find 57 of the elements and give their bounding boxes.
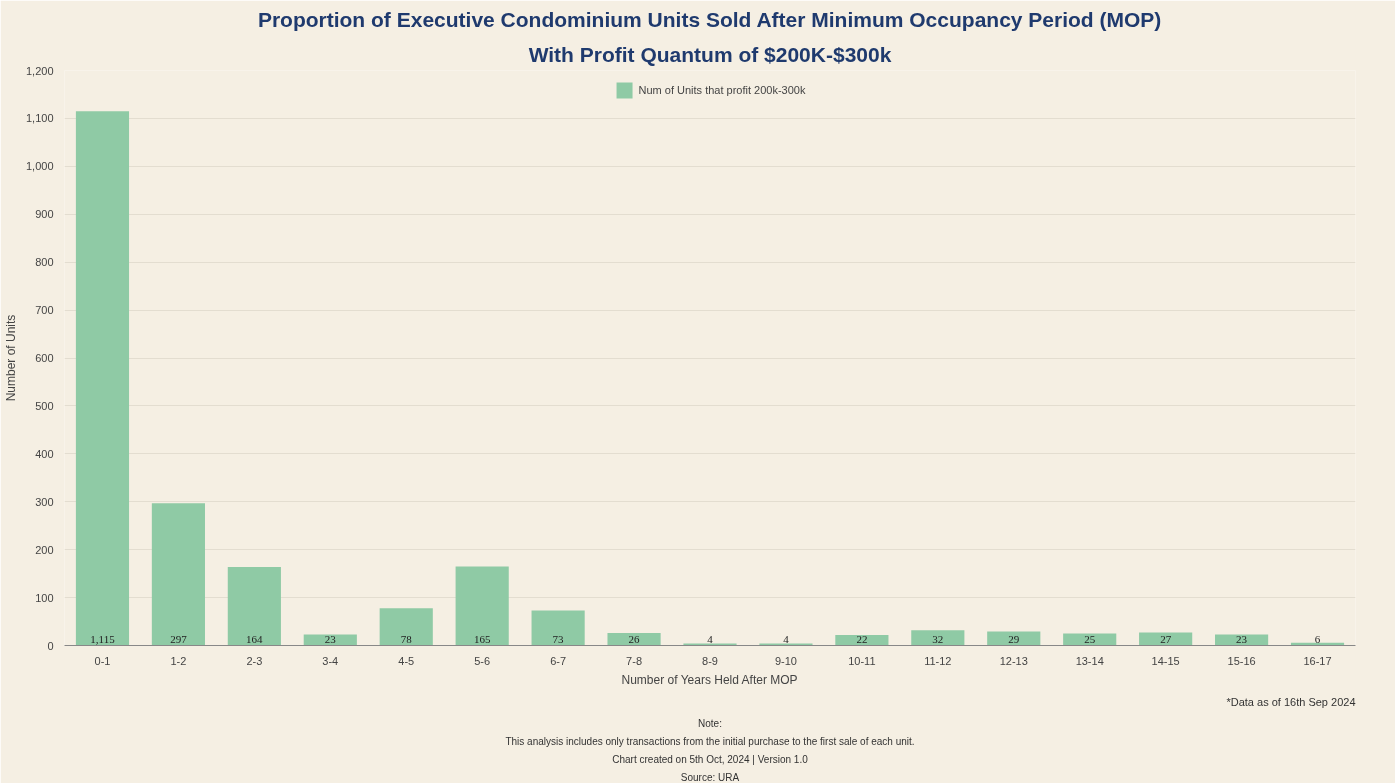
x-tick-label: 15-16 — [1227, 654, 1256, 667]
x-tick-label: 10-11 — [848, 654, 876, 667]
y-tick-label: 1,100 — [25, 112, 54, 125]
text: 23 — [324, 632, 336, 645]
x-tick-label: 13-14 — [1075, 654, 1104, 667]
x-tick-label: 6-7 — [550, 654, 567, 667]
text: 25 — [1084, 632, 1096, 645]
x-tick-label: 12-13 — [999, 654, 1028, 667]
x-tick-label: 0-1 — [94, 654, 111, 667]
y-tick-label: 800 — [35, 256, 54, 269]
x-tick-label: 2-3 — [246, 654, 263, 667]
x-tick-label: 14-15 — [1151, 654, 1180, 667]
text: 6 — [1314, 632, 1321, 645]
x-tick-label: 5-6 — [474, 654, 491, 667]
text: This analysis includes only transactions from the initial purchase to the first sale of each unit. — [505, 735, 915, 747]
y-tick-label: 600 — [35, 352, 54, 364]
text: 78 — [400, 632, 412, 645]
chart-title: Proportion of Executive Condominium Units Sold After Minimum Occupancy Period (MOP) — [257, 7, 1162, 31]
text: 32 — [932, 632, 944, 645]
text: 4 — [783, 632, 789, 645]
y-tick-label: 100 — [35, 591, 54, 604]
y-tick-label: 1,200 — [25, 64, 54, 77]
x-tick-label: 1-2 — [170, 654, 187, 667]
y-tick-label: 0 — [47, 639, 54, 652]
text: 26 — [628, 632, 640, 645]
text: 73 — [552, 632, 564, 645]
text: 1,115 — [90, 632, 115, 645]
y-tick-label: 1,000 — [25, 160, 54, 173]
x-tick-label: 16-17 — [1303, 654, 1332, 667]
y-axis-title: Number of Units — [3, 314, 18, 402]
legend-label: Num of Units that profit 200k-300k — [638, 84, 806, 96]
x-tick-label: 9-10 — [774, 654, 797, 667]
y-tick-label: 200 — [35, 543, 54, 556]
x-tick-label: 7-8 — [626, 654, 643, 667]
text: 27 — [1160, 632, 1172, 645]
text: Note: — [698, 717, 722, 729]
text: 22 — [856, 632, 868, 645]
x-tick-label: 3-4 — [322, 654, 339, 667]
x-axis-title: Number of Years Held After MOP — [621, 672, 798, 687]
text: 23 — [1236, 632, 1248, 645]
text: 165 — [473, 632, 491, 645]
y-tick-label: 700 — [35, 304, 54, 317]
text: 297 — [170, 632, 187, 645]
source-note: Source: URA — [680, 771, 740, 783]
x-tick-label: 8-9 — [702, 654, 718, 667]
y-tick-label: 300 — [35, 495, 54, 508]
x-tick-label: 11-12 — [924, 654, 952, 667]
text: 29 — [1008, 632, 1020, 645]
y-tick-label: 900 — [35, 208, 54, 221]
text: 4 — [707, 632, 713, 645]
chart-subtitle: With Profit Quantum of $200K-$300k — [528, 42, 892, 66]
y-tick-label: 400 — [35, 447, 54, 460]
text: 164 — [246, 632, 263, 645]
x-tick-label: 4-5 — [398, 654, 415, 667]
y-tick-label: 500 — [35, 399, 54, 412]
text: *Data as of 16th Sep 2024 — [1226, 695, 1356, 708]
text: Chart created on 5th Oct, 2024 | Version 1.0 — [612, 753, 809, 765]
